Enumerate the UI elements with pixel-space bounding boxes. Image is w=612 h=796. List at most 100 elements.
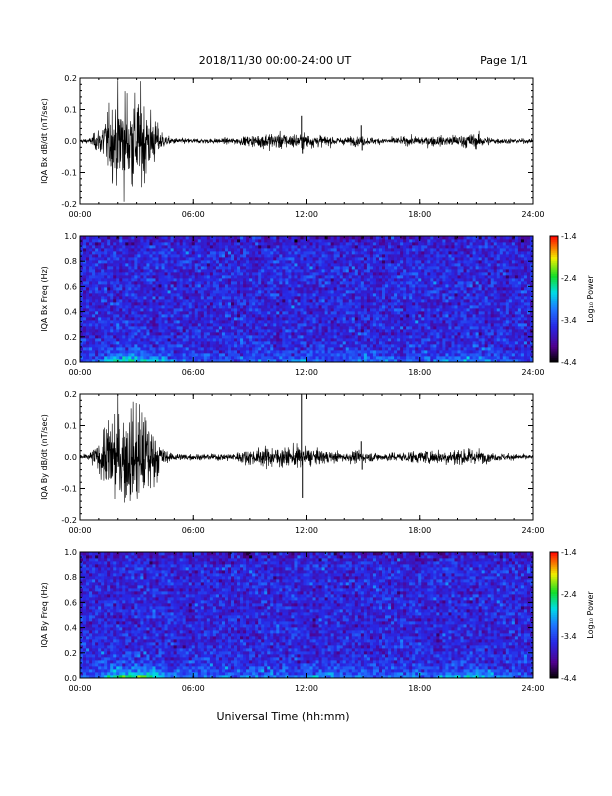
spectrogram-cell	[273, 251, 276, 254]
spectrogram-cell	[406, 317, 409, 320]
spectrogram-cell	[237, 299, 240, 302]
spectrogram-cell	[328, 272, 331, 275]
spectrogram-cell	[225, 335, 228, 338]
spectrogram-cell	[92, 284, 95, 287]
spectrogram-cell	[168, 266, 171, 269]
spectrogram-cell	[159, 275, 162, 278]
spectrogram-cell	[156, 254, 159, 257]
spectrogram-cell	[427, 353, 430, 356]
spectrogram-cell	[397, 272, 400, 275]
spectrogram-cell	[376, 356, 379, 359]
spectrogram-cell	[213, 299, 216, 302]
spectrogram-cell	[104, 251, 107, 254]
spectrogram-cell	[168, 335, 171, 338]
spectrogram-cell	[122, 347, 125, 350]
spectrogram-cell	[273, 287, 276, 290]
spectrogram-cell	[349, 350, 352, 353]
spectrogram-cell	[104, 272, 107, 275]
spectrogram-cell	[107, 263, 110, 266]
spectrogram-cell	[337, 245, 340, 248]
spectrogram-cell	[346, 353, 349, 356]
spectrogram-cell	[246, 242, 249, 245]
spectrogram-cell	[409, 293, 412, 296]
spectrogram-cell	[92, 287, 95, 290]
spectrogram-cell	[110, 278, 113, 281]
spectrogram-cell	[207, 260, 210, 263]
spectrogram-cell	[240, 320, 243, 323]
spectrogram-cell	[379, 317, 382, 320]
spectrogram-cell	[294, 317, 297, 320]
spectrogram-cell	[219, 329, 222, 332]
spectrogram-cell	[240, 284, 243, 287]
spectrogram-cell	[210, 260, 213, 263]
spectrogram-cell	[222, 281, 225, 284]
spectrogram-cell	[231, 293, 234, 296]
spectrogram-cell	[258, 245, 261, 248]
spectrogram-cell	[270, 281, 273, 284]
spectrogram-cell	[421, 257, 424, 260]
spectrogram-cell	[373, 353, 376, 356]
spectrogram-cell	[137, 296, 140, 299]
spectrogram-cell	[300, 332, 303, 335]
spectrogram-cell	[319, 251, 322, 254]
spectrogram-cell	[403, 251, 406, 254]
spectrogram-cell	[412, 248, 415, 251]
spectrogram-cell	[246, 344, 249, 347]
spectrogram-cell	[361, 299, 364, 302]
spectrogram-cell	[177, 251, 180, 254]
spectrogram-cell	[86, 290, 89, 293]
spectrogram-cell	[424, 329, 427, 332]
spectrogram-cell	[128, 347, 131, 350]
spectrogram-cell	[143, 251, 146, 254]
spectrogram-cell	[243, 236, 246, 239]
spectrogram-cell	[95, 305, 98, 308]
spectrogram-cell	[122, 356, 125, 359]
spectrogram-cell	[406, 281, 409, 284]
spectrogram-cell	[192, 263, 195, 266]
spectrogram-cell	[403, 329, 406, 332]
spectrogram-cell	[291, 356, 294, 359]
spectrogram-cell	[358, 302, 361, 305]
spectrogram-cell	[364, 293, 367, 296]
spectrogram-cell	[258, 311, 261, 314]
spectrogram-cell	[385, 254, 388, 257]
spectrogram-cell	[86, 299, 89, 302]
spectrogram-cell	[104, 263, 107, 266]
spectrogram-cell	[346, 293, 349, 296]
spectrogram-cell	[128, 275, 131, 278]
spectrogram-cell	[156, 239, 159, 242]
spectrogram-cell	[307, 239, 310, 242]
spectrogram-cell	[285, 332, 288, 335]
spectrogram-cell	[334, 317, 337, 320]
spectrogram-cell	[310, 296, 313, 299]
spectrogram-cell	[192, 278, 195, 281]
spectrogram-cell	[376, 296, 379, 299]
spectrogram-cell	[210, 302, 213, 305]
spectrogram-cell	[92, 269, 95, 272]
spectrogram-cell	[243, 311, 246, 314]
spectrogram-cell	[195, 290, 198, 293]
spectrogram-cell	[119, 287, 122, 290]
spectrogram-cell	[291, 251, 294, 254]
spectrogram-cell	[156, 323, 159, 326]
spectrogram-cell	[270, 299, 273, 302]
spectrogram-cell	[316, 296, 319, 299]
spectrogram-cell	[355, 272, 358, 275]
spectrogram-cell	[156, 338, 159, 341]
spectrogram-cell	[219, 236, 222, 239]
spectrogram-cell	[89, 239, 92, 242]
spectrogram-cell	[349, 251, 352, 254]
spectrogram-cell	[319, 287, 322, 290]
spectrogram-cell	[379, 287, 382, 290]
spectrogram-cell	[418, 251, 421, 254]
spectrogram-cell	[183, 347, 186, 350]
spectrogram-cell	[240, 299, 243, 302]
spectrogram-cell	[252, 281, 255, 284]
spectrogram-cell	[427, 347, 430, 350]
spectrogram-cell	[246, 254, 249, 257]
spectrogram-cell	[240, 257, 243, 260]
spectrogram-cell	[149, 296, 152, 299]
spectrogram-cell	[282, 311, 285, 314]
spectrogram-cell	[403, 284, 406, 287]
spectrogram-cell	[397, 329, 400, 332]
